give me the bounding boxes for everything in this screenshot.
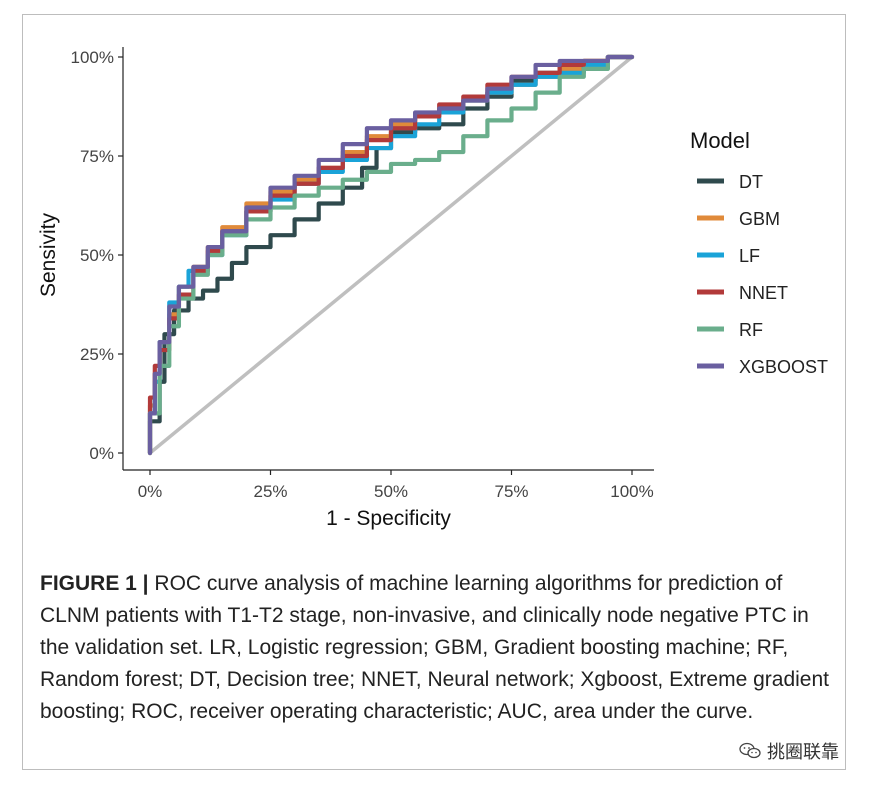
caption-label: FIGURE 1 | [40,572,149,595]
y-tick-label: 50% [80,246,114,265]
watermark: 挑圈联靠 [739,738,839,764]
figure-frame [22,14,846,770]
x-axis-title: 1 - Specificity [326,507,451,530]
legend-label-rf: RF [739,320,763,340]
figure-caption: FIGURE 1 | ROC curve analysis of machine… [40,568,830,728]
x-tick-label: 50% [374,482,408,501]
caption-text: ROC curve analysis of machine learning a… [40,572,829,723]
roc-line-rf [147,54,635,456]
watermark-text: 挑圈联靠 [767,742,839,763]
roc-line-xgboost [147,54,635,456]
y-tick-label: 0% [89,444,114,463]
x-tick-label: 25% [253,482,287,501]
roc-chart: 0% 25% 50% 75% 100% 0% 25% 50% 75% 100% 1 - Specif… [37,47,828,530]
reference-diagonal-line [148,55,634,455]
legend-title: Model [690,128,750,153]
y-axis-title: Sensivity [37,212,60,297]
y-tick-label: 100% [71,48,114,67]
legend-label-xgboost: XGBOOST [739,357,828,377]
x-tick-label: 0% [138,482,163,501]
legend-label-lf: LF [739,246,760,266]
legend-label-gbm: GBM [739,209,780,229]
legend-label-dt: DT [739,172,763,192]
y-tick-label: 25% [80,345,114,364]
x-tick-label: 100% [610,482,653,501]
legend-label-nnet: NNET [739,283,788,303]
wechat-icon [739,742,761,759]
x-tick-label: 75% [494,482,528,501]
y-tick-label: 75% [80,147,114,166]
